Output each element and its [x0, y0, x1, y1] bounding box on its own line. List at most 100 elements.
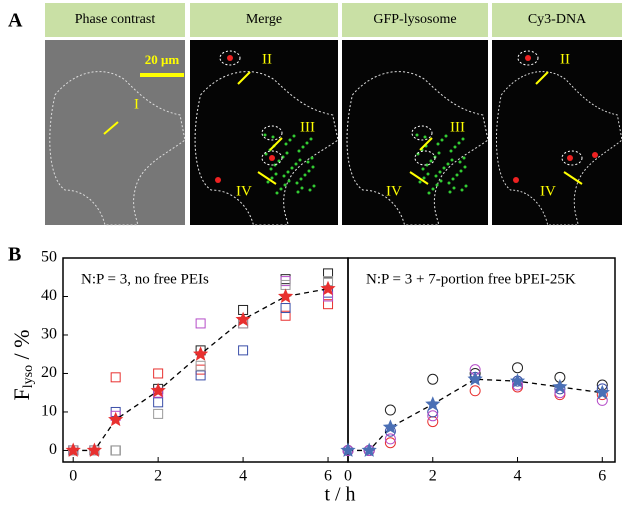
gfp-spot — [301, 145, 305, 149]
square-marker — [110, 445, 121, 456]
gfp-spot — [452, 186, 456, 190]
square-marker — [323, 268, 334, 279]
star-marker — [278, 288, 294, 303]
gfp-spot — [290, 166, 294, 170]
gfp-spot — [438, 170, 442, 174]
gfp-spot — [422, 176, 426, 180]
gfp-spot — [429, 159, 433, 163]
highlight — [561, 150, 583, 166]
dna-spot — [215, 177, 221, 183]
dna-spot — [567, 155, 573, 161]
gfp-spot — [269, 167, 273, 171]
star-marker — [108, 411, 124, 427]
gfp-spot — [294, 162, 298, 166]
arrow — [419, 137, 433, 151]
gfp-spot — [427, 191, 431, 195]
gfp-spot — [263, 133, 267, 137]
gfp-spot — [306, 160, 310, 164]
gfp-spot — [309, 137, 313, 141]
gfp-spot — [458, 160, 462, 164]
arrow — [237, 71, 251, 85]
circle-marker — [427, 373, 439, 385]
arrow — [563, 171, 583, 185]
gfp-spot — [434, 174, 438, 178]
highlight — [517, 50, 539, 66]
panel-header: Phase contrast — [75, 12, 156, 27]
star-marker — [552, 378, 568, 394]
star-marker — [193, 346, 209, 361]
gfp-spot — [436, 142, 440, 146]
square-marker — [195, 370, 206, 381]
plot-frame — [347, 257, 616, 463]
gfp-spot — [297, 149, 301, 153]
x-tick-label: 6 — [324, 468, 332, 485]
arrow — [535, 71, 549, 85]
x-tick-label: 0 — [344, 468, 352, 485]
gfp-spot — [431, 187, 435, 191]
square-marker — [195, 364, 206, 375]
gfp-spot — [464, 184, 468, 188]
gfp-spot — [463, 165, 467, 169]
gfp-spot — [266, 180, 270, 184]
gfp-spot — [450, 158, 454, 162]
gfp-spot — [460, 188, 464, 192]
region-label: III — [300, 119, 315, 135]
square-marker — [195, 360, 206, 371]
circle-marker — [384, 437, 396, 449]
dna-spot — [513, 177, 519, 183]
gfp-spot — [283, 183, 287, 187]
region-label: IV — [236, 183, 252, 199]
plot-frame — [62, 257, 349, 463]
square-marker — [195, 318, 206, 329]
dna-spot — [592, 152, 598, 158]
y-axis-label-part: lyso — [21, 365, 36, 388]
x-tick-label: 2 — [429, 468, 437, 485]
highlight — [261, 150, 283, 166]
gfp-spot — [285, 151, 289, 155]
gfp-spot — [423, 135, 427, 139]
circle-marker — [469, 385, 481, 397]
gfp-spot — [440, 138, 444, 142]
gfp-spot — [286, 170, 290, 174]
arrow — [257, 171, 277, 185]
gfp-spot — [305, 141, 309, 145]
highlight — [414, 150, 436, 166]
highlight — [411, 125, 433, 141]
star-marker — [425, 396, 441, 411]
star-marker — [467, 371, 483, 386]
gfp-spot — [446, 162, 450, 166]
square-marker — [280, 279, 291, 290]
panel-label: B — [8, 244, 21, 266]
header-box — [190, 3, 338, 37]
gfp-spot — [311, 165, 315, 169]
gfp-spot — [312, 184, 316, 188]
header-box — [342, 3, 488, 37]
y-tick-label: 10 — [41, 403, 57, 420]
gfp-spot — [292, 134, 296, 138]
gfp-spot — [439, 179, 443, 183]
circle-marker — [384, 433, 396, 445]
gfp-spot — [447, 181, 451, 185]
gfp-spot — [271, 135, 275, 139]
micrograph — [45, 40, 185, 225]
gfp-spot — [449, 149, 453, 153]
region-label: IV — [540, 183, 556, 199]
square-marker — [110, 445, 121, 456]
gfp-spot — [288, 138, 292, 142]
star-marker — [320, 280, 336, 296]
header-box — [45, 3, 185, 37]
arrow — [409, 171, 429, 185]
gfp-spot — [298, 158, 302, 162]
gfp-spot — [308, 188, 312, 192]
gfp-spot — [287, 179, 291, 183]
panel-header: Merge — [246, 12, 282, 27]
x-axis-label: t / h — [324, 484, 355, 506]
panel-header: GFP-lysosome — [373, 12, 456, 27]
square-marker — [238, 345, 249, 356]
square-marker — [110, 372, 121, 383]
dna-spot — [525, 55, 531, 61]
star-marker — [86, 442, 102, 457]
y-axis-label: Flyso / % — [9, 329, 36, 400]
square-marker — [280, 276, 291, 287]
square-marker — [153, 397, 164, 408]
